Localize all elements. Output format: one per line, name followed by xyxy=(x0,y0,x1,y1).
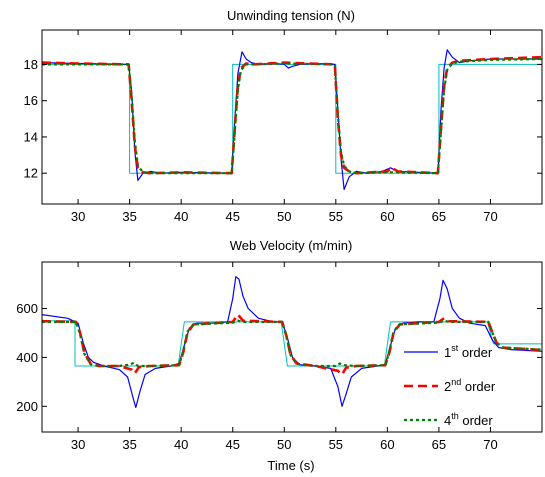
legend: 1st order 2nd order 4th order xyxy=(404,343,496,428)
tension-chart-title: Unwinding tension (N) xyxy=(227,8,355,23)
velocity-y-tick-label: 400 xyxy=(16,350,38,365)
velocity-series-fourth-order xyxy=(42,319,542,368)
tension-x-tick-label: 30 xyxy=(71,209,85,224)
tension-axes-frame xyxy=(41,29,543,205)
velocity-x-tick-label: 50 xyxy=(277,437,291,452)
tension-series-reference xyxy=(42,63,542,174)
velocity-x-tick-label: 55 xyxy=(329,437,343,452)
tension-series-first-order xyxy=(42,49,542,191)
tension-plot-area xyxy=(42,49,542,191)
tension-x-tick-label: 60 xyxy=(380,209,394,224)
legend-label-first-order: 1st order xyxy=(444,343,493,360)
tension-x-tick-label: 45 xyxy=(225,209,239,224)
velocity-x-tick-label: 45 xyxy=(225,437,239,452)
tension-x-tick-label: 35 xyxy=(122,209,136,224)
tension-x-tick-label: 50 xyxy=(277,209,291,224)
velocity-chart: Web Velocity (m/min) 30 35 40 45 50 55 60 65 70 … xyxy=(16,238,543,473)
tension-chart: Unwinding tension (N) 30 35 40 45 50 55 60 65 70… xyxy=(24,8,543,224)
velocity-x-axis-label: Time (s) xyxy=(267,458,314,473)
velocity-y-tick-label: 600 xyxy=(16,301,38,316)
tension-y-tick-label: 14 xyxy=(24,129,38,144)
velocity-x-tick-label: 70 xyxy=(483,437,497,452)
tension-x-tick-label: 40 xyxy=(174,209,188,224)
velocity-y-ticks: 200 400 600 xyxy=(16,301,542,414)
velocity-x-tick-label: 40 xyxy=(174,437,188,452)
velocity-chart-title: Web Velocity (m/min) xyxy=(230,238,353,253)
tension-x-tick-label: 55 xyxy=(329,209,343,224)
tension-y-ticks: 12 14 16 18 xyxy=(24,57,542,181)
velocity-x-tick-label: 35 xyxy=(122,437,136,452)
velocity-x-ticks: 30 35 40 45 50 55 60 65 70 xyxy=(71,262,498,452)
velocity-y-tick-label: 200 xyxy=(16,399,38,414)
tension-series-fourth-order xyxy=(42,57,542,175)
velocity-series-second-order xyxy=(42,313,542,376)
tension-y-tick-label: 18 xyxy=(24,57,38,72)
tension-x-tick-label: 70 xyxy=(483,209,497,224)
tension-x-ticks: 30 35 40 45 50 55 60 65 70 xyxy=(71,30,498,224)
velocity-x-tick-label: 60 xyxy=(380,437,394,452)
tension-y-tick-label: 16 xyxy=(24,93,38,108)
velocity-axes-frame xyxy=(41,261,543,433)
velocity-x-tick-label: 30 xyxy=(71,437,85,452)
legend-label-second-order: 2nd order xyxy=(444,377,496,394)
tension-series-second-order xyxy=(42,55,542,175)
tension-x-tick-label: 65 xyxy=(432,209,446,224)
velocity-x-tick-label: 65 xyxy=(432,437,446,452)
velocity-plot-area xyxy=(42,276,542,409)
legend-label-fourth-order: 4th order xyxy=(444,411,493,428)
tension-y-tick-label: 12 xyxy=(24,166,38,181)
